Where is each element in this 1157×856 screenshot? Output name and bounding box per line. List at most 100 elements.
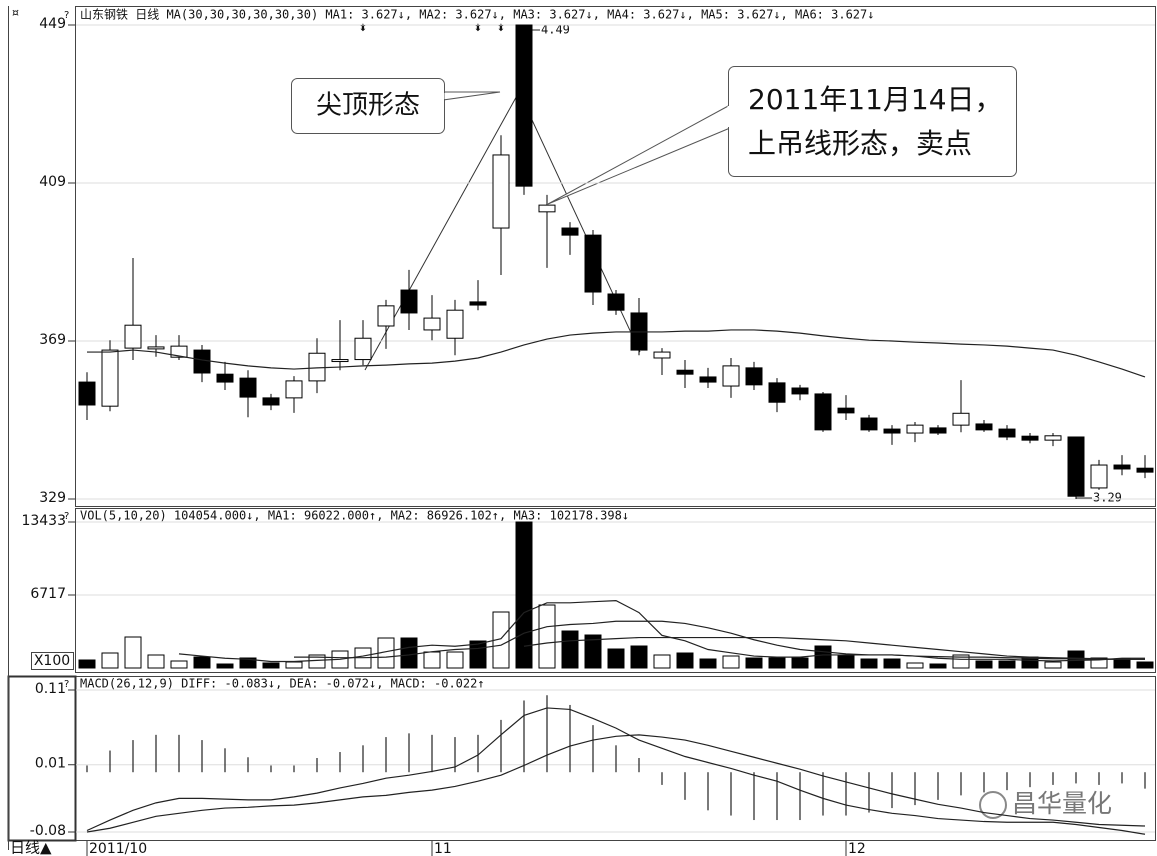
volume-bar — [170, 660, 188, 669]
volume-bar — [400, 637, 418, 669]
marker: ⬍ — [359, 23, 367, 34]
candle-body — [814, 393, 832, 431]
candle-body — [124, 324, 142, 349]
candle-body — [446, 309, 464, 339]
annotation: 2011年11月14日， — [748, 83, 1003, 116]
candle-body — [607, 293, 625, 311]
price-title: 山东钢铁 日线 MA(30,30,30,30,30,30) MA1: 3.627… — [80, 8, 874, 22]
candle-body — [1021, 435, 1039, 441]
volume-bar — [952, 654, 970, 669]
candle-body — [906, 424, 924, 434]
annotation: 尖顶形态 — [316, 91, 420, 121]
candle-body — [791, 387, 809, 395]
candle-body — [78, 381, 96, 406]
volume-bar — [860, 658, 878, 669]
candle-body — [998, 428, 1016, 438]
volume-bar — [1044, 661, 1062, 669]
volume-bar — [1090, 657, 1108, 669]
candle-body — [193, 349, 211, 374]
y-tick-label: 329 — [39, 490, 66, 506]
candle-body — [331, 359, 349, 363]
candle-body — [170, 345, 188, 358]
macd-title: MACD(26,12,9) DIFF: -0.083↓, DEA: -0.072… — [80, 677, 485, 691]
candle-body — [538, 204, 556, 213]
period-label[interactable]: 日线▲ — [10, 839, 52, 856]
candle-body — [400, 289, 418, 314]
volume-bar — [837, 654, 855, 669]
volume-bar — [423, 651, 441, 669]
candle-body — [883, 428, 901, 434]
unit-label: X100 — [34, 653, 70, 669]
candle-body — [1090, 464, 1108, 489]
max-label: 4.49 — [541, 23, 570, 37]
panel-marker: ? — [64, 679, 69, 690]
y-tick-label: 0.11 — [35, 681, 66, 697]
volume-bar — [78, 659, 96, 669]
icon: ¤ — [12, 6, 19, 19]
x-tick-label: 12 — [848, 841, 866, 856]
line — [86, 734, 1146, 833]
marker: ⬍ — [497, 23, 505, 34]
volume-bar — [216, 663, 234, 669]
candle-body — [768, 382, 786, 403]
panel-marker: ? — [64, 511, 69, 522]
volume-bar — [193, 656, 211, 669]
candle-body — [515, 24, 533, 187]
candle-body — [860, 417, 878, 431]
line — [87, 329, 1146, 378]
volume-bar — [446, 651, 464, 669]
candle-body — [584, 234, 602, 293]
volume-bar — [722, 655, 740, 669]
volume-panel — [75, 508, 1156, 673]
candle-body — [837, 407, 855, 414]
candle-body — [1113, 464, 1131, 470]
candle-body — [377, 305, 395, 327]
volume-bar — [883, 658, 901, 669]
marker: ⬍ — [474, 23, 482, 34]
volume-bar — [676, 652, 694, 669]
candle-body — [745, 367, 763, 386]
line — [86, 707, 1146, 835]
candle-body — [469, 301, 487, 306]
volume-bar — [147, 654, 165, 669]
callout-box — [291, 78, 445, 134]
panel-marker: ? — [64, 10, 69, 21]
volume-bar — [538, 604, 556, 669]
candle-body — [101, 349, 119, 407]
volume-bar — [653, 654, 671, 669]
volume-bar — [124, 636, 142, 669]
volume-bar — [814, 645, 832, 669]
volume-bar — [791, 657, 809, 669]
y-tick-label: 369 — [39, 332, 66, 348]
candle-body — [1136, 467, 1154, 473]
annotation: 上吊线形态，卖点 — [748, 127, 972, 160]
volume-bar — [1067, 650, 1085, 669]
volume-bar — [975, 660, 993, 669]
y-tick-label: 449 — [39, 16, 66, 32]
candle-body — [285, 380, 303, 399]
line — [294, 620, 1145, 660]
candle-body — [975, 423, 993, 431]
y-tick-label: 409 — [39, 174, 66, 190]
y-tick-label: 0.01 — [35, 756, 66, 772]
candle-body — [423, 317, 441, 331]
volume-bar — [285, 661, 303, 669]
volume-bar — [101, 652, 119, 669]
x-tick-label: 2011/10 — [89, 841, 147, 856]
volume-bar — [607, 648, 625, 669]
volume-bar — [699, 658, 717, 669]
candle-body — [952, 412, 970, 426]
volume-bar — [768, 657, 786, 669]
candle-body — [216, 373, 234, 383]
y-tick-label: 13433 — [21, 513, 66, 529]
candle-body — [262, 397, 280, 406]
candle-body — [147, 346, 165, 350]
volume-bar — [262, 662, 280, 669]
y-tick-label: -0.08 — [30, 823, 66, 839]
volume-bar — [308, 654, 326, 669]
candle-body — [699, 376, 717, 383]
volume-bar — [998, 660, 1016, 669]
candle-body — [653, 351, 671, 359]
